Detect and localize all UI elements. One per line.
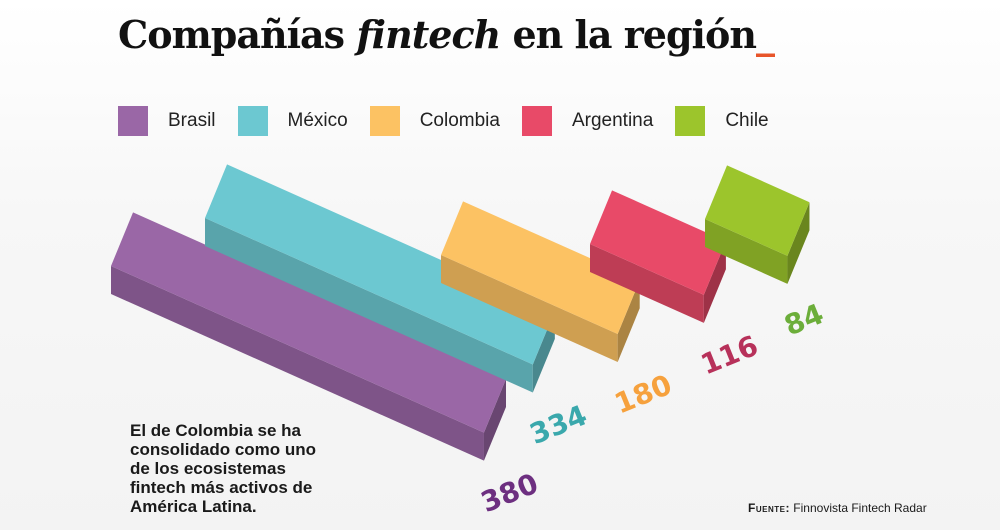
bar-end — [703, 241, 726, 323]
legend-item: Chile — [675, 106, 769, 136]
legend-swatch — [237, 106, 268, 136]
bar-end — [787, 202, 810, 284]
title-suffix: en la región — [500, 12, 757, 57]
legend-item: México — [237, 106, 348, 136]
source-credit: Fuente: Finnovista Fintech Radar — [748, 501, 927, 515]
legend-label: México — [287, 110, 348, 131]
bar-top — [441, 201, 640, 334]
legend-item: Brasil — [118, 106, 216, 136]
bar-side — [705, 219, 788, 284]
legend: Brasil México Colombia Argentina Chile — [118, 106, 791, 136]
bar-end — [617, 280, 640, 362]
bar-top — [111, 212, 507, 433]
bar-end — [483, 379, 507, 461]
legend-swatch — [118, 106, 148, 136]
value-label: 84 — [780, 297, 828, 342]
legend-swatch — [675, 106, 706, 136]
value-label: 116 — [696, 329, 763, 381]
source-text: Finnovista Fintech Radar — [793, 501, 927, 515]
source-label: Fuente: — [748, 501, 790, 515]
legend-label: Chile — [725, 110, 769, 131]
legend-label: Argentina — [571, 110, 654, 131]
bar-top — [705, 165, 810, 256]
legend-swatch — [521, 106, 552, 136]
note-text: El de Colombia se ha consolidado como un… — [130, 421, 317, 516]
legend-swatch — [369, 106, 400, 136]
legend-label: Colombia — [419, 110, 500, 131]
legend-item: Argentina — [521, 106, 654, 136]
legend-label: Brasil — [168, 110, 216, 131]
bar-side — [441, 255, 618, 362]
title-emph: fintech — [356, 12, 501, 57]
chart-title: Compañías fintech en la región_ — [118, 12, 775, 57]
title-prefix: Compañías — [118, 12, 357, 57]
legend-item: Colombia — [369, 106, 500, 136]
value-label: 380 — [476, 467, 543, 519]
title-cursor: _ — [755, 12, 775, 57]
bar-top — [590, 190, 726, 295]
bar-side — [111, 266, 484, 461]
value-label: 334 — [525, 398, 592, 450]
bar-side — [205, 218, 533, 393]
bar-side — [590, 244, 704, 323]
value-label: 180 — [610, 368, 677, 420]
bar-top — [205, 164, 555, 365]
